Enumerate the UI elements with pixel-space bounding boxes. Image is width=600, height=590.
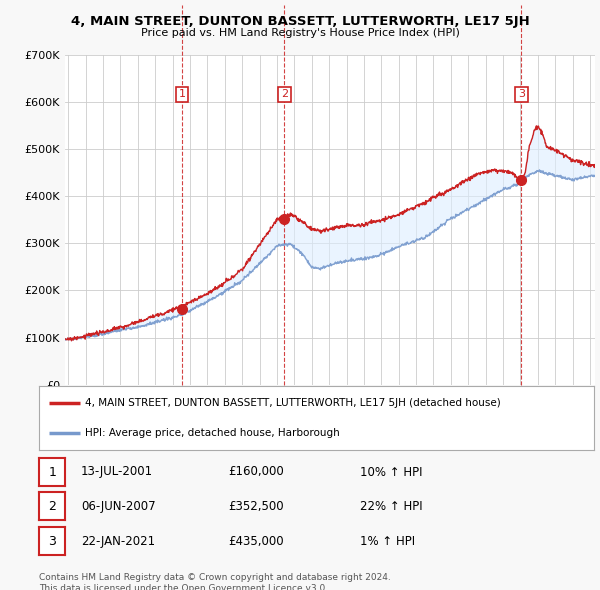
Text: 4, MAIN STREET, DUNTON BASSETT, LUTTERWORTH, LE17 5JH: 4, MAIN STREET, DUNTON BASSETT, LUTTERWO…: [71, 15, 529, 28]
Text: £160,000: £160,000: [228, 466, 284, 478]
Text: 4, MAIN STREET, DUNTON BASSETT, LUTTERWORTH, LE17 5JH (detached house): 4, MAIN STREET, DUNTON BASSETT, LUTTERWO…: [85, 398, 501, 408]
Text: 06-JUN-2007: 06-JUN-2007: [81, 500, 155, 513]
Text: 1: 1: [178, 90, 185, 100]
Text: £435,000: £435,000: [228, 535, 284, 548]
Text: 2: 2: [281, 90, 288, 100]
Text: 22-JAN-2021: 22-JAN-2021: [81, 535, 155, 548]
Text: 1% ↑ HPI: 1% ↑ HPI: [360, 535, 415, 548]
Text: Contains HM Land Registry data © Crown copyright and database right 2024.
This d: Contains HM Land Registry data © Crown c…: [39, 573, 391, 590]
Text: 10% ↑ HPI: 10% ↑ HPI: [360, 466, 422, 478]
Text: 22% ↑ HPI: 22% ↑ HPI: [360, 500, 422, 513]
Text: 3: 3: [48, 535, 56, 548]
Text: 3: 3: [518, 90, 525, 100]
Text: 1: 1: [48, 466, 56, 478]
Text: Price paid vs. HM Land Registry's House Price Index (HPI): Price paid vs. HM Land Registry's House …: [140, 28, 460, 38]
Text: 13-JUL-2001: 13-JUL-2001: [81, 466, 153, 478]
Text: HPI: Average price, detached house, Harborough: HPI: Average price, detached house, Harb…: [85, 428, 340, 438]
Text: £352,500: £352,500: [228, 500, 284, 513]
Text: 2: 2: [48, 500, 56, 513]
